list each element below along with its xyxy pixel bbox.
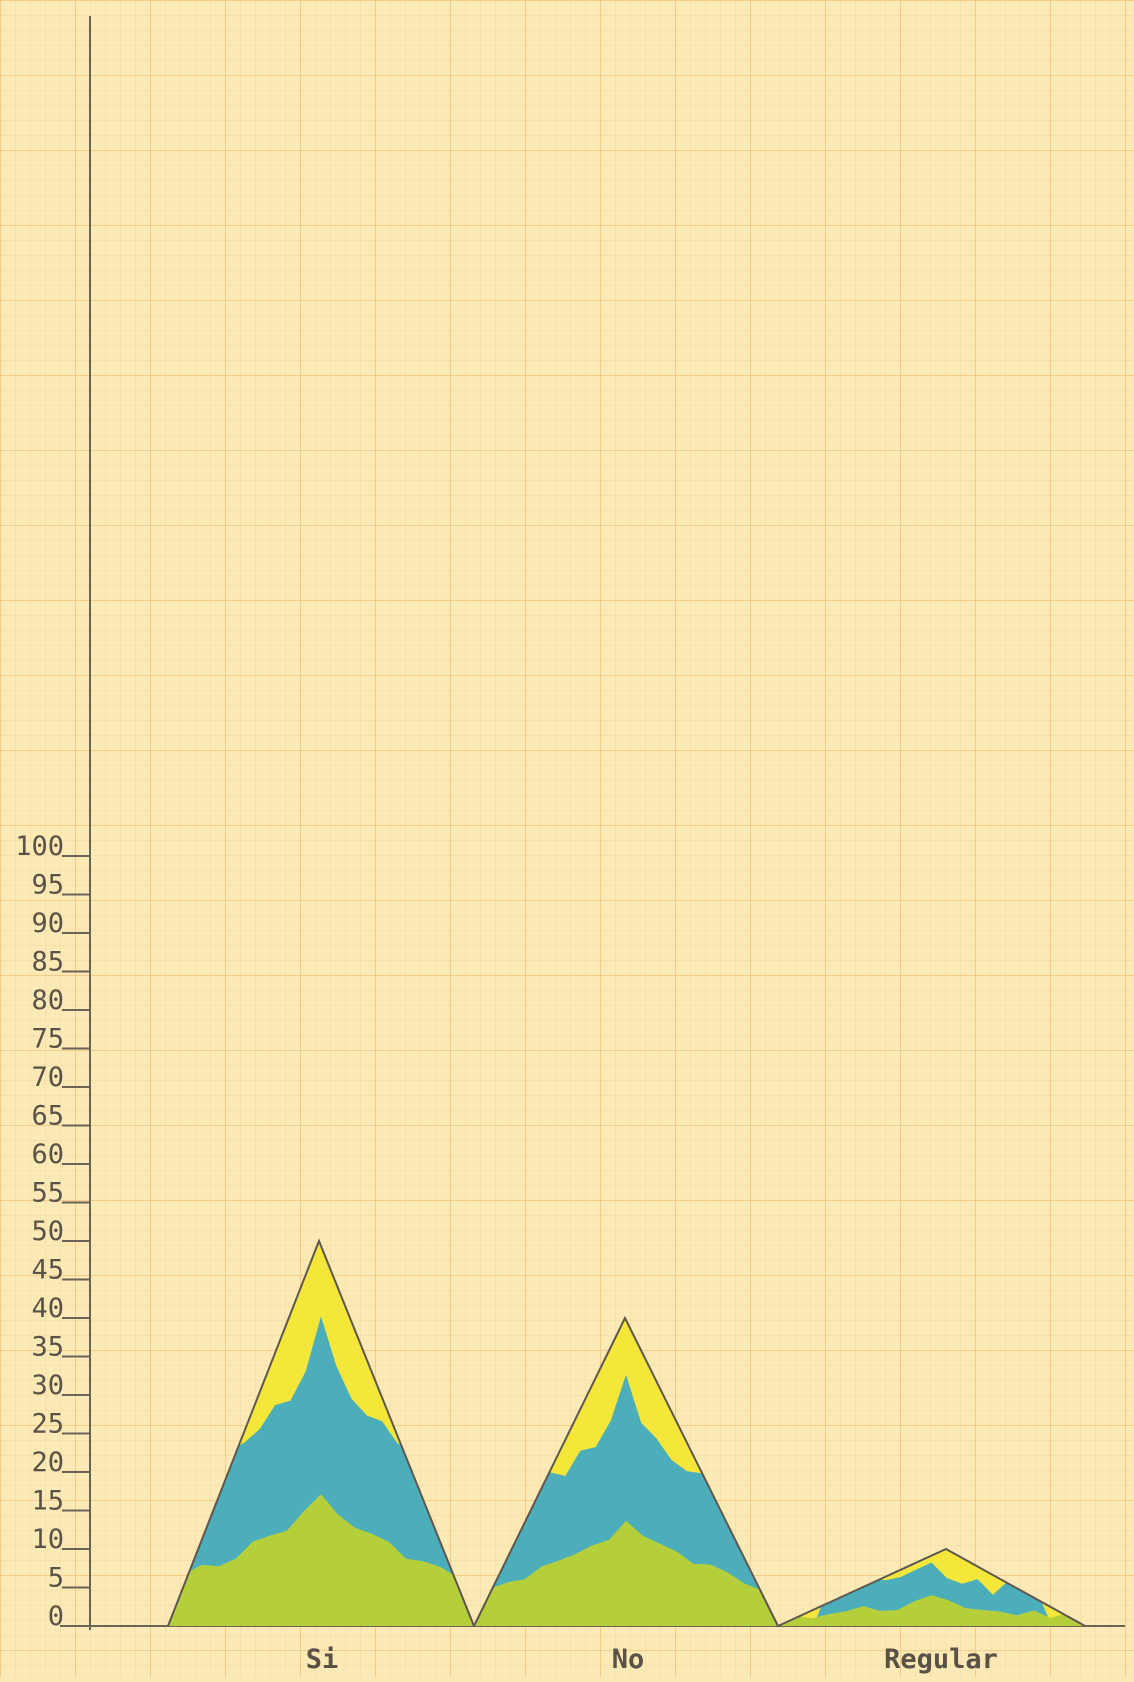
peak-green-fill [168, 1494, 474, 1626]
peak-group-no [473, 1315, 779, 1627]
peak-blue-fill [474, 1374, 778, 1626]
peak-group-si [167, 1238, 475, 1627]
y-tick-label: 95 [31, 870, 64, 901]
peak-group-regular [777, 1547, 1086, 1627]
x-category-label: Regular [884, 1644, 998, 1675]
y-tick-label: 85 [31, 947, 64, 978]
peak-blue-fill [168, 1316, 474, 1626]
peak-outline [473, 1315, 779, 1627]
y-tick-label: 70 [31, 1062, 64, 1093]
y-tick-label: 55 [31, 1178, 64, 1209]
y-tick-label: 10 [31, 1524, 64, 1555]
y-tick-label: 100 [15, 831, 64, 862]
y-tick-label: 5 [48, 1563, 64, 1594]
y-tick-label: 20 [31, 1447, 64, 1478]
x-category-label: Si [306, 1644, 339, 1675]
y-tick-label: 50 [31, 1216, 64, 1247]
y-tick-label: 30 [31, 1370, 64, 1401]
x-category-label: No [612, 1644, 645, 1675]
peak-green-fill [778, 1595, 1085, 1626]
peak-green-fill [474, 1520, 778, 1626]
peak-outline [777, 1547, 1086, 1627]
y-tick-label: 65 [31, 1101, 64, 1132]
peak-fill-layers [778, 1549, 1085, 1626]
peak-outline [167, 1238, 475, 1627]
y-tick-label: 25 [31, 1409, 64, 1440]
y-tick-label: 80 [31, 985, 64, 1016]
y-tick-label: 45 [31, 1255, 64, 1286]
y-tick-label: 60 [31, 1139, 64, 1170]
y-tick-label: 40 [31, 1293, 64, 1324]
y-tick-label: 35 [31, 1332, 64, 1363]
y-tick-label: 75 [31, 1024, 64, 1055]
y-tick-label: 0 [48, 1601, 64, 1632]
y-tick-label: 15 [31, 1486, 64, 1517]
peak-fill-layers [168, 1241, 474, 1626]
peak-fill-layers [474, 1318, 778, 1626]
y-tick-label: 90 [31, 908, 64, 939]
